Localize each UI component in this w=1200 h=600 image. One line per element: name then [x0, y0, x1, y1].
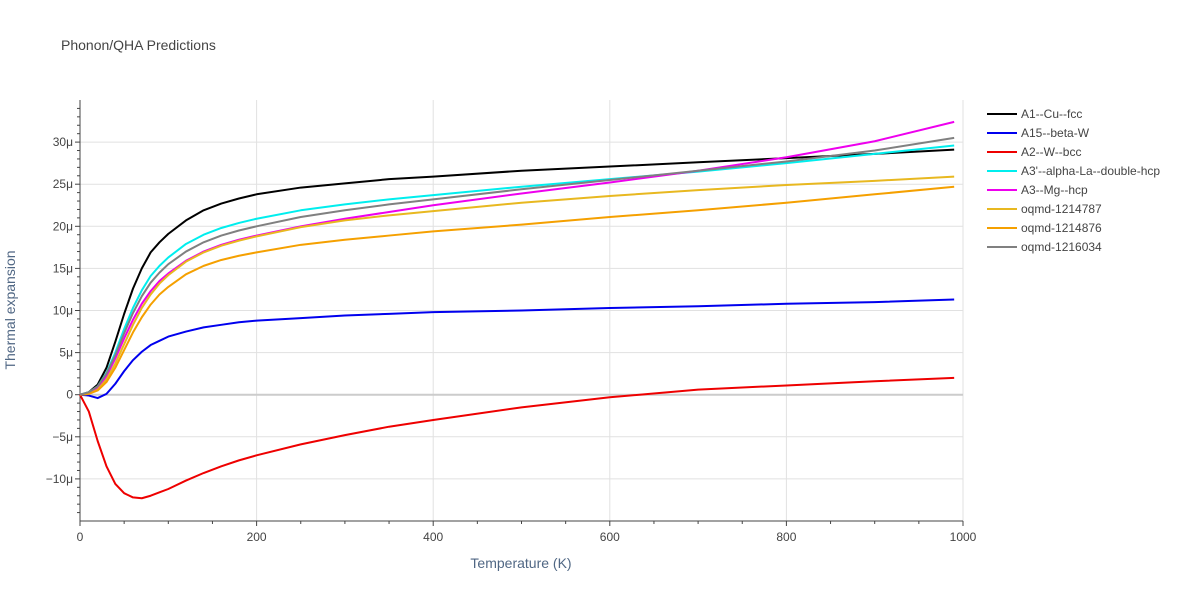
x-tick-label: 0 — [77, 530, 84, 544]
legend[interactable]: A1--Cu--fcc A15--beta-W A2--W--bcc A3'--alp… — [987, 107, 1160, 254]
x-tick-label: 200 — [247, 530, 267, 544]
legend-item[interactable]: oqmd-1214787 — [987, 202, 1102, 216]
legend-item[interactable]: A1--Cu--fcc — [987, 107, 1082, 121]
series-group — [79, 120, 955, 500]
legend-label: A2--W--bcc — [1021, 145, 1081, 159]
y-tick-labels: −10μ −5μ 0 5μ 10μ 15μ 20μ 25μ 30μ — [46, 135, 74, 486]
legend-item[interactable]: oqmd-1214876 — [987, 221, 1102, 235]
series-line — [79, 175, 955, 396]
axes — [75, 100, 964, 526]
legend-label: oqmd-1216034 — [1021, 240, 1102, 254]
series-line — [79, 148, 955, 396]
chart-title: Phonon/QHA Predictions — [61, 37, 216, 53]
series-line — [79, 120, 955, 396]
legend-label: A3--Mg--hcp — [1021, 183, 1088, 197]
y-tick-label: 20μ — [53, 219, 73, 233]
legend-label: A1--Cu--fcc — [1021, 107, 1082, 121]
series-line — [79, 376, 955, 500]
legend-item[interactable]: A3--Mg--hcp — [987, 183, 1088, 197]
y-tick-label: 25μ — [53, 177, 73, 191]
y-axis-title: Thermal expansion — [2, 250, 18, 369]
x-tick-label: 1000 — [950, 530, 977, 544]
legend-label: A3'--alpha-La--double-hcp — [1021, 164, 1160, 178]
y-tick-label: −5μ — [52, 430, 73, 444]
series-line — [79, 298, 955, 400]
x-tick-label: 800 — [776, 530, 796, 544]
legend-label: oqmd-1214876 — [1021, 221, 1102, 235]
y-tick-label: −10μ — [46, 472, 73, 486]
y-tick-label: 30μ — [53, 135, 73, 149]
series-line — [79, 185, 955, 396]
legend-item[interactable]: A2--W--bcc — [987, 145, 1081, 159]
x-tick-label: 600 — [600, 530, 620, 544]
y-tick-label: 5μ — [59, 346, 73, 360]
y-tick-label: 0 — [66, 388, 73, 402]
legend-item[interactable]: A15--beta-W — [987, 126, 1090, 140]
series-line — [79, 144, 955, 396]
legend-label: A15--beta-W — [1021, 126, 1090, 140]
x-tick-labels: 0 200 400 600 800 1000 — [77, 530, 977, 544]
legend-item[interactable]: oqmd-1216034 — [987, 240, 1102, 254]
legend-label: oqmd-1214787 — [1021, 202, 1102, 216]
legend-item[interactable]: A3'--alpha-La--double-hcp — [987, 164, 1160, 178]
y-tick-label: 15μ — [53, 261, 73, 275]
series-line — [79, 136, 955, 396]
y-tick-label: 10μ — [53, 304, 73, 318]
x-axis-title: Temperature (K) — [470, 555, 571, 571]
x-tick-label: 400 — [423, 530, 443, 544]
